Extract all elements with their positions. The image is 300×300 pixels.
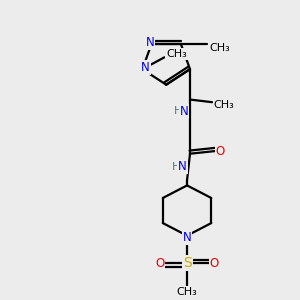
Text: CH₃: CH₃: [177, 287, 197, 297]
Text: O: O: [210, 257, 219, 270]
Text: N: N: [141, 61, 150, 74]
Text: H: H: [172, 162, 180, 172]
Text: CH₃: CH₃: [214, 100, 234, 110]
Text: N: N: [146, 36, 154, 49]
Text: O: O: [155, 257, 164, 270]
Text: CH₃: CH₃: [166, 49, 187, 59]
Text: H: H: [173, 106, 182, 116]
Text: O: O: [216, 145, 225, 158]
Text: S: S: [183, 256, 191, 270]
Text: N: N: [183, 231, 191, 244]
Text: CH₃: CH₃: [209, 43, 230, 53]
Text: N: N: [178, 160, 187, 173]
Text: N: N: [180, 105, 188, 118]
